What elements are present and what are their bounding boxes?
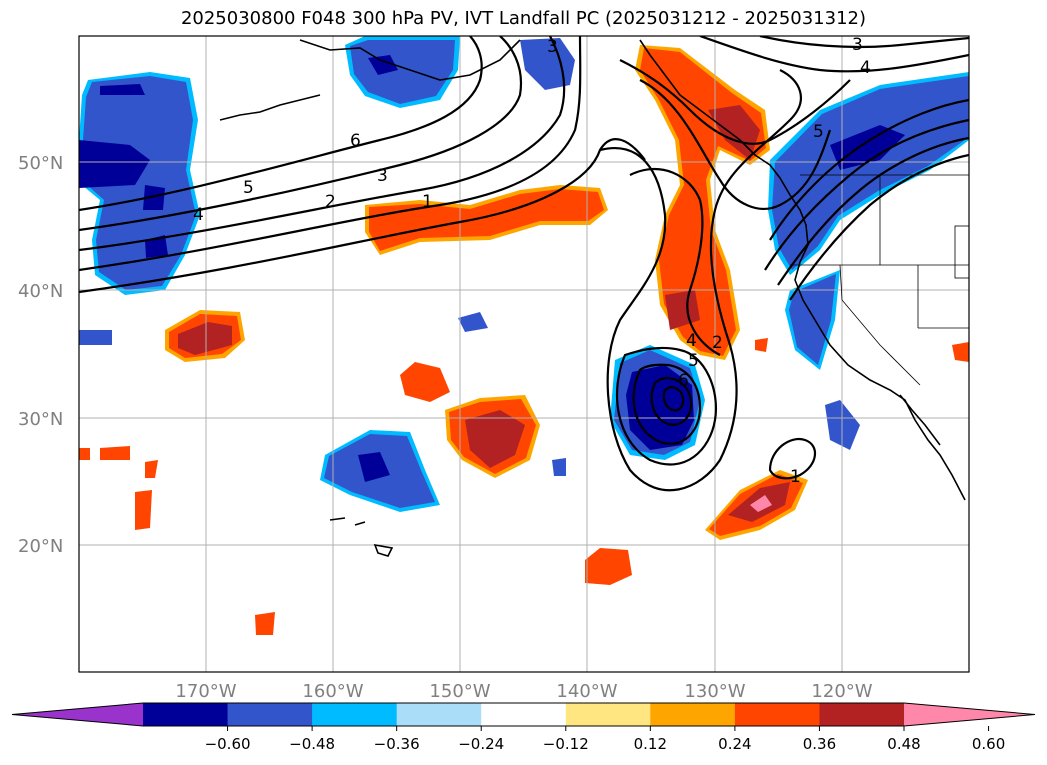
colorbar-segment (143, 703, 229, 726)
lon-tick-label: 160°W (302, 681, 363, 702)
contour-label: 4 (860, 58, 871, 78)
colorbar-segment (565, 703, 651, 726)
lat-tick-label: 40°N (18, 281, 63, 302)
contour-label: 3 (377, 166, 388, 186)
colorbar-tick-label: 0.48 (887, 735, 920, 753)
lat-tick-label: 20°N (18, 536, 63, 557)
colorbar-outline (11, 702, 1036, 727)
latitude-labels: 50°N 40°N 30°N 20°N (18, 153, 63, 557)
colorbar-tick-label: 0.36 (803, 735, 836, 753)
lon-tick-label: 140°W (556, 681, 617, 702)
contour-label: 1 (422, 192, 433, 212)
contour-label: 6 (350, 131, 361, 151)
contour-label: 5 (243, 178, 254, 198)
negative-anomaly-region (768, 72, 969, 450)
lat-tick-label: 30°N (18, 409, 63, 430)
contour-label: 3 (547, 37, 558, 57)
colorbar-segment (650, 703, 736, 726)
negative-anomaly-region (345, 36, 575, 108)
colorbar-tick-label: −0.36 (374, 735, 420, 753)
lon-tick-label: 170°W (175, 681, 236, 702)
lon-tick-label: 130°W (684, 681, 745, 702)
lat-tick-label: 50°N (18, 153, 63, 174)
positive-anomaly-region (705, 470, 808, 540)
negative-anomaly-region (79, 312, 566, 512)
colorbar-segment (819, 703, 905, 726)
colorbar-segment (227, 703, 313, 726)
contour-label: 4 (193, 205, 204, 225)
lon-tick-label: 150°W (429, 681, 490, 702)
colorbar-segment (396, 703, 482, 726)
positive-anomaly-region (165, 310, 245, 362)
contour-label: 5 (813, 122, 824, 142)
contour-label: 2 (325, 192, 336, 212)
contour-label: 3 (852, 35, 863, 55)
contour-label: 1 (790, 467, 801, 487)
colorbar-tick-label: 0.12 (634, 735, 667, 753)
colorbar-extend-min (12, 703, 143, 726)
positive-anomaly-region (365, 185, 608, 255)
map-frame (78, 35, 970, 673)
borders (790, 174, 969, 386)
colorbar-segment (481, 703, 567, 726)
contour-label: 2 (712, 333, 723, 353)
positive-anomaly-region (635, 45, 770, 360)
colorbar-tick-label: 0.60 (972, 735, 1005, 753)
colorbar-tick-label: −0.24 (458, 735, 504, 753)
negative-anomaly-region (610, 345, 705, 460)
contour-label: 6 (678, 371, 689, 391)
colorbar-extend-max (904, 703, 1035, 726)
contour-labels: 3 4 6 5 3 2 1 4 5 2 3 4 5 6 1 (193, 35, 871, 487)
coastlines (219, 39, 966, 557)
grid-lines (79, 36, 969, 672)
longitude-labels: 170°W 160°W 150°W 140°W 130°W 120°W (175, 681, 872, 702)
contour-label: 5 (688, 351, 699, 371)
colorbar-tick-label: −0.48 (289, 735, 335, 753)
colorbar-segment (312, 703, 398, 726)
colorbar-tick-label: −0.60 (205, 735, 251, 753)
pv-contours (79, 36, 969, 492)
positive-anomaly-region (79, 338, 969, 635)
lon-tick-label: 120°W (811, 681, 872, 702)
colorbar-tick-label: 0.24 (718, 735, 751, 753)
contour-label: 4 (686, 331, 697, 351)
map-layers: 3 4 6 5 3 2 1 4 5 2 3 4 5 6 1 (79, 35, 969, 672)
colorbar-segment (734, 703, 820, 726)
map-title: 2025030800 F048 300 hPa PV, IVT Landfall… (180, 8, 867, 29)
colorbar-tick-label: −0.12 (543, 735, 589, 753)
colorbar: −0.60 −0.48 −0.36 −0.24 −0.12 0.12 0.24 0.36 0.4… (11, 702, 1036, 753)
